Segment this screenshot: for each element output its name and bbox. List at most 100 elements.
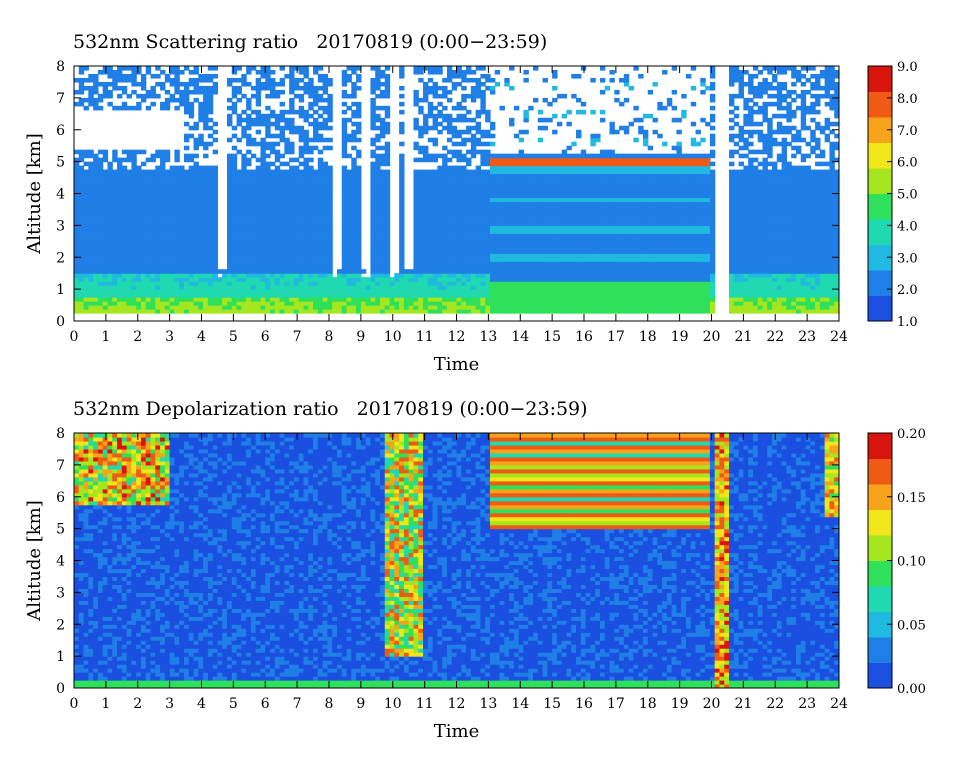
heatmap-cell: [183, 89, 190, 95]
heatmap-cell: [528, 213, 534, 218]
heatmap-cell: [351, 109, 357, 115]
heatmap-cell: [97, 241, 104, 246]
heatmap-cell: [112, 249, 118, 254]
heatmap-cell: [117, 277, 123, 282]
heatmap-cell: [327, 169, 333, 175]
heatmap-cell: [399, 69, 405, 75]
heatmap-cell: [188, 181, 195, 187]
heatmap-cell: [480, 193, 486, 199]
heatmap-cell: [470, 89, 477, 95]
heatmap-cell: [523, 189, 529, 195]
heatmap-cell: [499, 241, 505, 246]
heatmap-cell: [432, 277, 438, 282]
heatmap-cell: [489, 77, 496, 83]
heatmap-cell: [609, 177, 615, 183]
heatmap-cell: [451, 213, 458, 218]
heatmap-cell: [112, 217, 118, 222]
heatmap-cell: [599, 301, 606, 306]
heatmap-cell: [599, 181, 606, 187]
heatmap-cell: [317, 249, 324, 254]
heatmap-cell: [317, 137, 324, 143]
heatmap-cell: [231, 293, 238, 298]
heatmap-cell: [112, 277, 118, 282]
heatmap-cell: [509, 249, 515, 254]
heatmap-cell: [107, 89, 113, 95]
heatmap-cell: [533, 97, 539, 103]
heatmap-cell: [533, 201, 539, 207]
heatmap-cell: [356, 301, 362, 306]
heatmap-cell: [528, 161, 534, 167]
heatmap-cell: [518, 213, 525, 218]
heatmap-cell: [499, 161, 505, 167]
heatmap-cell: [561, 233, 568, 238]
heatmap-cell: [250, 277, 257, 282]
heatmap-cell: [470, 217, 477, 222]
heatmap-cell: [451, 253, 458, 258]
heatmap-cell: [599, 265, 606, 270]
heatmap-cell: [456, 193, 462, 199]
heatmap-cell: [580, 297, 587, 302]
heatmap-cell: [193, 125, 199, 131]
heatmap-cell: [576, 133, 582, 139]
heatmap-cell: [174, 285, 180, 290]
heatmap-cell: [140, 281, 147, 286]
heatmap-cell: [585, 273, 591, 278]
heatmap-cell: [380, 309, 386, 314]
heatmap-cell: [317, 157, 324, 163]
heatmap-cell: [313, 213, 319, 218]
heatmap-cell: [609, 245, 615, 250]
heatmap-cell: [614, 285, 620, 290]
heatmap-cell: [317, 197, 324, 203]
heatmap-cell: [494, 237, 501, 242]
heatmap-cell: [341, 261, 348, 266]
heatmap-cell: [179, 185, 185, 191]
heatmap-cell: [513, 193, 520, 199]
heatmap-cell: [504, 165, 510, 171]
heatmap-cell: [413, 197, 419, 203]
heatmap-cell: [418, 273, 424, 278]
heatmap-cell: [585, 201, 591, 207]
heatmap-cell: [126, 265, 132, 270]
heatmap-cell: [509, 209, 515, 215]
heatmap-cell: [193, 297, 199, 302]
heatmap-cell: [432, 209, 438, 215]
heatmap-cell: [437, 66, 443, 71]
heatmap-cell: [336, 293, 343, 298]
heatmap-cell: [470, 117, 477, 123]
heatmap-cell: [126, 273, 132, 278]
heatmap-cell: [552, 189, 558, 195]
heatmap-cell: [322, 209, 329, 215]
heatmap-cell: [289, 265, 295, 270]
heatmap-cell: [384, 157, 391, 163]
heatmap-cell: [394, 289, 400, 294]
heatmap-cell: [380, 221, 386, 226]
heatmap-cell: [451, 281, 458, 286]
heatmap-cell: [399, 229, 405, 234]
heatmap-cell: [384, 201, 391, 207]
heatmap-cell: [466, 301, 472, 306]
heatmap-cell: [461, 301, 467, 306]
heatmap-cell: [380, 229, 386, 234]
heatmap-cell: [102, 209, 109, 215]
heatmap-cell: [475, 273, 482, 278]
heatmap-cell: [126, 66, 132, 71]
heatmap-cell: [260, 209, 266, 215]
heatmap-cell: [590, 293, 596, 298]
heatmap-cell: [313, 253, 319, 258]
heatmap-cell: [284, 193, 290, 199]
heatmap-cell: [537, 193, 544, 199]
heatmap-cell: [446, 149, 453, 155]
heatmap-cell: [427, 85, 434, 91]
heatmap-cell: [265, 113, 271, 119]
heatmap-cell: [93, 257, 99, 262]
heatmap-cell: [485, 217, 491, 222]
heatmap-cell: [198, 189, 204, 195]
heatmap-cell: [236, 245, 242, 250]
heatmap-cell: [423, 197, 429, 203]
heatmap-cell: [145, 173, 152, 179]
heatmap-cell: [83, 221, 89, 226]
heatmap-cell: [513, 229, 520, 234]
heatmap-cell: [160, 281, 166, 286]
heatmap-cell: [298, 149, 305, 155]
